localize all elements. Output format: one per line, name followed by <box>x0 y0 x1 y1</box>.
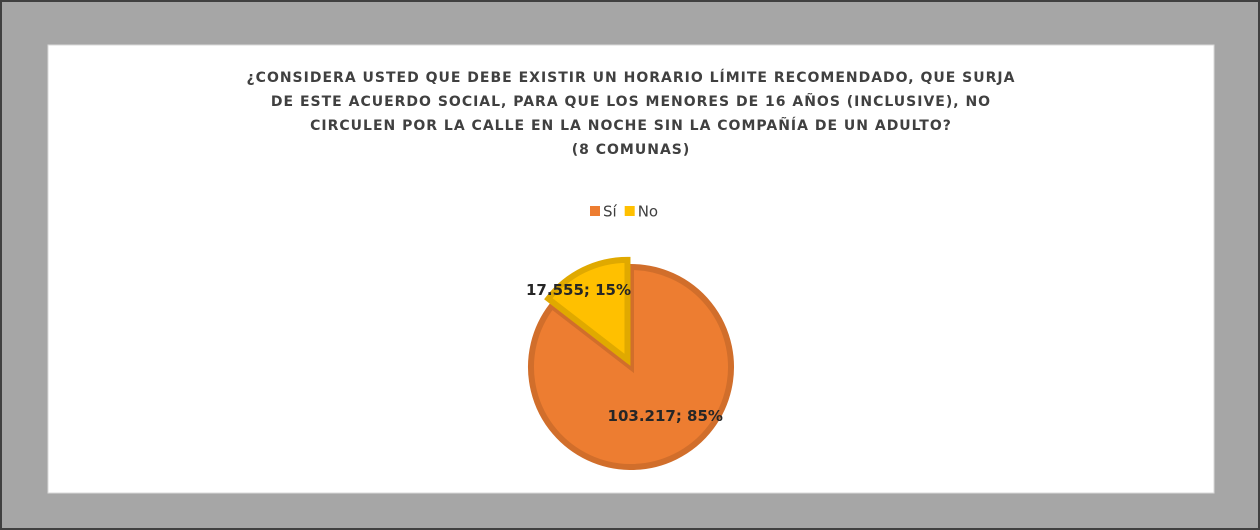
chart-title: DE ESTE ACUERDO SOCIAL, PARA QUE LOS MEN… <box>271 93 991 110</box>
pie-slice <box>544 256 631 366</box>
pie-slice <box>528 263 734 470</box>
data-label: 17.555; 15% <box>526 281 631 299</box>
legend-swatch <box>590 206 600 216</box>
data-label: 103.217; 85% <box>608 407 723 425</box>
legend-swatch <box>624 206 635 216</box>
chart-title: CIRCULEN POR LA CALLE EN LA NOCHE SIN LA… <box>310 117 952 134</box>
chart-subtitle: (8 COMUNAS) <box>572 142 691 158</box>
chart-title: ¿CONSIDERA USTED QUE DEBE EXISTIR UN HOR… <box>247 69 1016 86</box>
legend-label: No <box>638 203 658 221</box>
legend-label: Sí <box>603 203 618 221</box>
